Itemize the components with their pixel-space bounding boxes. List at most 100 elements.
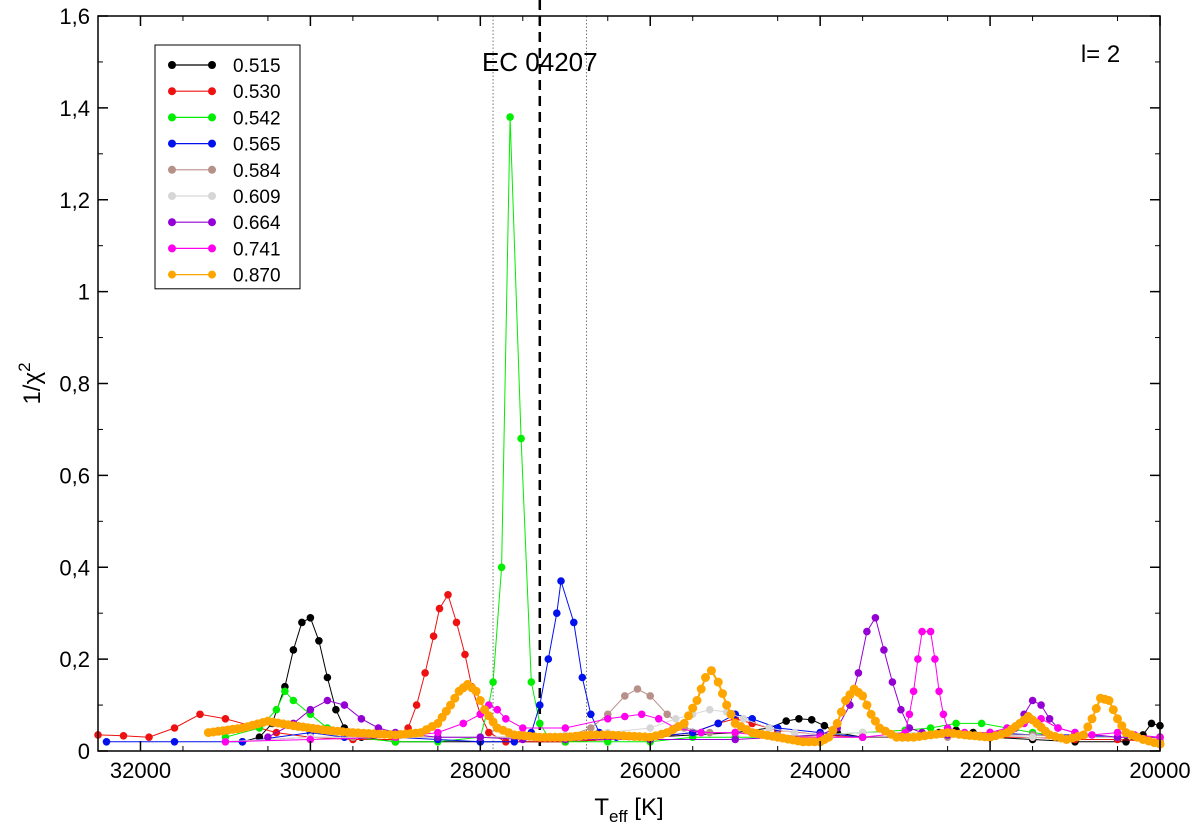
legend-marker bbox=[208, 113, 216, 122]
x-axis-title-main: T bbox=[594, 794, 609, 821]
data-point bbox=[977, 719, 986, 728]
x-tick-label: 24000 bbox=[790, 758, 851, 783]
data-point bbox=[633, 685, 642, 693]
y-axis-title-sup: 2 bbox=[15, 362, 34, 371]
data-point bbox=[905, 710, 914, 719]
legend-item-0.870: 0.870 bbox=[168, 266, 281, 287]
legend-label: 0.609 bbox=[233, 187, 281, 208]
legend-marker bbox=[168, 139, 176, 148]
data-point bbox=[1113, 714, 1122, 724]
data-point bbox=[485, 728, 493, 737]
data-point bbox=[952, 719, 960, 728]
data-point bbox=[289, 696, 298, 705]
data-point bbox=[765, 724, 773, 732]
data-point bbox=[931, 655, 939, 663]
legend-label: 0.515 bbox=[233, 56, 281, 77]
data-point bbox=[1147, 719, 1156, 728]
data-point bbox=[926, 627, 935, 636]
data-point bbox=[1104, 696, 1114, 705]
data-point bbox=[1122, 738, 1130, 746]
legend-marker bbox=[168, 61, 176, 69]
legend-item-0.515: 0.515 bbox=[168, 56, 281, 77]
data-point bbox=[646, 692, 654, 700]
y-tick-label: 1,2 bbox=[59, 188, 90, 213]
axis-titles: Teff [K] 1/χ2 bbox=[15, 362, 664, 826]
data-point bbox=[718, 689, 727, 699]
legend-marker bbox=[168, 192, 176, 200]
data-point bbox=[701, 673, 710, 682]
data-point bbox=[935, 687, 943, 696]
data-point bbox=[714, 719, 722, 728]
data-point bbox=[637, 710, 646, 719]
annotation-ec04207: EC 04207 bbox=[482, 47, 598, 77]
data-point bbox=[1117, 721, 1127, 731]
data-point bbox=[863, 627, 871, 636]
series-0.542 bbox=[221, 113, 1164, 746]
data-point bbox=[824, 732, 834, 742]
x-tick-label: 22000 bbox=[959, 758, 1020, 783]
legend-marker bbox=[168, 113, 176, 122]
legend-marker bbox=[168, 270, 176, 279]
x-tick-label: 30000 bbox=[280, 758, 341, 783]
series-0.664 bbox=[264, 614, 1164, 744]
data-point bbox=[536, 701, 544, 709]
data-point bbox=[705, 705, 714, 714]
data-point bbox=[1028, 696, 1037, 705]
data-point bbox=[489, 678, 497, 686]
data-point bbox=[1108, 705, 1118, 715]
legend-marker bbox=[208, 270, 216, 279]
data-point bbox=[807, 716, 816, 724]
data-point bbox=[828, 725, 838, 735]
data-point bbox=[1028, 733, 1037, 741]
data-point bbox=[1037, 701, 1045, 709]
data-point bbox=[862, 700, 872, 710]
y-tick-label: 0,6 bbox=[59, 463, 90, 488]
data-point bbox=[517, 434, 525, 443]
data-point bbox=[914, 655, 922, 663]
y-tick-label: 0,8 bbox=[59, 372, 90, 397]
data-point bbox=[450, 693, 460, 703]
data-point bbox=[790, 728, 799, 737]
legend-item-0.584: 0.584 bbox=[168, 161, 281, 182]
data-point bbox=[1054, 724, 1062, 732]
series-line-0.565 bbox=[106, 580, 1160, 743]
data-point bbox=[654, 715, 663, 723]
data-point bbox=[731, 728, 739, 737]
y-axis-title: 1/χ2 bbox=[15, 362, 46, 404]
legend-item-0.741: 0.741 bbox=[168, 239, 281, 260]
data-point bbox=[897, 705, 905, 714]
data-point bbox=[506, 113, 514, 121]
data-point bbox=[461, 650, 469, 659]
x-axis-title: Teff [K] bbox=[594, 794, 663, 826]
x-axis-title-sub: eff bbox=[609, 807, 628, 826]
data-point bbox=[1091, 704, 1101, 713]
data-point bbox=[697, 728, 705, 737]
data-point bbox=[527, 678, 536, 686]
legend-item-0.542: 0.542 bbox=[168, 108, 281, 129]
data-point bbox=[1087, 714, 1097, 724]
data-point bbox=[298, 618, 306, 627]
x-tick-label: 20000 bbox=[1129, 758, 1190, 783]
data-point bbox=[871, 614, 880, 622]
legend-marker bbox=[168, 165, 176, 174]
data-point bbox=[145, 733, 153, 741]
legend-marker bbox=[208, 61, 216, 69]
data-point bbox=[870, 716, 880, 726]
data-point bbox=[621, 692, 629, 700]
data-point bbox=[696, 684, 706, 694]
data-point bbox=[939, 710, 948, 719]
data-point bbox=[795, 715, 803, 723]
data-point bbox=[323, 696, 332, 705]
data-point bbox=[435, 604, 444, 613]
data-point bbox=[679, 718, 689, 728]
data-point bbox=[272, 705, 281, 714]
y-tick-label: 0 bbox=[78, 739, 90, 764]
data-point bbox=[854, 669, 863, 677]
annotation-degree: l= 2 bbox=[1081, 41, 1120, 68]
data-point bbox=[604, 715, 612, 723]
x-tick-label: 32000 bbox=[110, 758, 171, 783]
data-point bbox=[880, 646, 888, 654]
legend-label: 0.741 bbox=[233, 239, 281, 260]
data-point bbox=[858, 733, 867, 741]
data-point bbox=[557, 577, 565, 585]
